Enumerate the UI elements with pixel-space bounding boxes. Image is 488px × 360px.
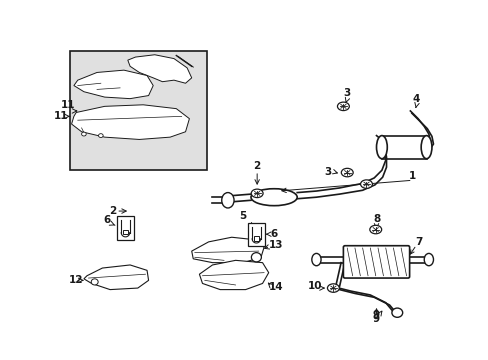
Text: 13: 13 <box>268 240 283 250</box>
Ellipse shape <box>311 253 321 266</box>
Text: 9: 9 <box>372 314 379 324</box>
Bar <box>247 222 264 246</box>
Ellipse shape <box>341 168 352 177</box>
Text: 11: 11 <box>54 111 68 121</box>
Text: 1: 1 <box>408 171 415 181</box>
Ellipse shape <box>420 136 431 159</box>
Polygon shape <box>191 237 264 263</box>
Text: 5: 5 <box>239 211 246 221</box>
Ellipse shape <box>251 253 261 262</box>
Ellipse shape <box>251 189 263 198</box>
Text: 6: 6 <box>103 215 110 225</box>
Ellipse shape <box>99 134 103 138</box>
Polygon shape <box>127 55 191 83</box>
Bar <box>253 237 259 240</box>
Text: 10: 10 <box>307 281 322 291</box>
Text: 12: 12 <box>69 275 83 285</box>
Ellipse shape <box>81 132 86 136</box>
Ellipse shape <box>250 189 297 206</box>
Text: 9: 9 <box>372 310 379 320</box>
Polygon shape <box>71 105 189 139</box>
Ellipse shape <box>360 180 372 188</box>
Text: 11: 11 <box>61 100 76 110</box>
Bar <box>117 216 134 239</box>
Ellipse shape <box>221 193 234 208</box>
FancyBboxPatch shape <box>343 246 409 278</box>
Ellipse shape <box>327 284 339 292</box>
Ellipse shape <box>369 225 381 234</box>
Text: 3: 3 <box>343 88 350 98</box>
Bar <box>70 51 207 170</box>
Text: 7: 7 <box>414 237 422 247</box>
Ellipse shape <box>91 279 98 285</box>
Ellipse shape <box>376 136 386 159</box>
Bar <box>122 230 128 234</box>
Polygon shape <box>199 260 268 289</box>
Text: 8: 8 <box>372 214 379 224</box>
Ellipse shape <box>337 102 348 111</box>
Polygon shape <box>84 265 148 289</box>
Text: 4: 4 <box>412 94 419 104</box>
Polygon shape <box>74 70 153 99</box>
Text: 6: 6 <box>270 229 277 239</box>
Ellipse shape <box>391 308 402 317</box>
Text: 14: 14 <box>268 282 283 292</box>
Ellipse shape <box>424 253 432 266</box>
Text: 2: 2 <box>253 161 260 171</box>
Text: 2: 2 <box>108 206 116 216</box>
Text: 3: 3 <box>324 167 331 177</box>
